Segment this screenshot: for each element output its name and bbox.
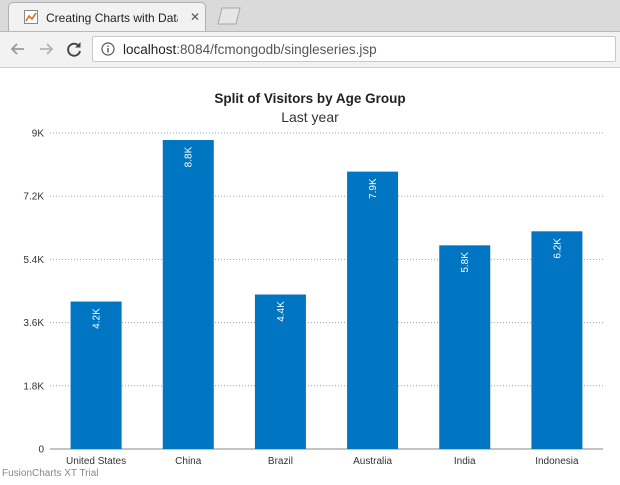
fusioncharts-watermark: FusionCharts XT Trial bbox=[2, 468, 99, 479]
x-category-label: China bbox=[175, 456, 202, 467]
bar bbox=[163, 140, 214, 449]
reload-icon[interactable] bbox=[63, 38, 85, 60]
bar-value-label: 7.9K bbox=[368, 178, 379, 199]
browser-toolbar: localhost:8084/fcmongodb/singleseries.js… bbox=[0, 32, 620, 68]
bar-value-label: 4.2K bbox=[92, 308, 103, 329]
y-tick-label: 5.4K bbox=[23, 255, 44, 266]
url-text[interactable]: localhost:8084/fcmongodb/singleseries.js… bbox=[123, 42, 377, 57]
y-tick-label: 0 bbox=[38, 445, 44, 456]
address-bar[interactable]: localhost:8084/fcmongodb/singleseries.js… bbox=[92, 36, 616, 62]
back-arrow-icon[interactable] bbox=[7, 38, 29, 60]
browser-tab[interactable]: Creating Charts with Data ✕ bbox=[8, 2, 206, 31]
x-category-label: Australia bbox=[353, 456, 392, 467]
y-tick-label: 3.6K bbox=[23, 318, 44, 329]
bar-value-label: 5.8K bbox=[460, 252, 471, 273]
close-tab-icon[interactable]: ✕ bbox=[187, 9, 203, 25]
x-category-label: United States bbox=[66, 456, 126, 467]
page-favicon-icon bbox=[24, 10, 38, 24]
x-category-label: India bbox=[454, 456, 476, 467]
bar bbox=[531, 231, 582, 449]
bar bbox=[347, 172, 398, 449]
bar-chart: Split of Visitors by Age Group Last year… bbox=[0, 68, 620, 485]
bar-value-label: 8.8K bbox=[184, 146, 195, 167]
bar-value-label: 6.2K bbox=[552, 238, 563, 259]
y-tick-label: 7.2K bbox=[23, 192, 44, 203]
new-tab-button[interactable] bbox=[214, 7, 244, 25]
bar-value-label: 4.4K bbox=[276, 301, 287, 322]
y-tick-label: 1.8K bbox=[23, 381, 44, 392]
x-category-label: Indonesia bbox=[535, 456, 579, 467]
bar bbox=[439, 245, 490, 449]
url-host: localhost bbox=[123, 42, 176, 57]
x-category-label: Brazil bbox=[268, 456, 293, 467]
browser-tab-strip: Creating Charts with Data ✕ bbox=[0, 0, 620, 32]
y-tick-label: 9K bbox=[32, 129, 45, 140]
forward-arrow-icon[interactable] bbox=[35, 38, 57, 60]
info-icon[interactable] bbox=[101, 42, 115, 56]
tab-title: Creating Charts with Data bbox=[46, 11, 178, 25]
url-path: :8084/fcmongodb/singleseries.jsp bbox=[176, 42, 376, 57]
chart-plot-area: 0 1.8K 3.6K 5.4K 7.2K 9K 4.2K United States 8.8K… bbox=[0, 68, 620, 485]
